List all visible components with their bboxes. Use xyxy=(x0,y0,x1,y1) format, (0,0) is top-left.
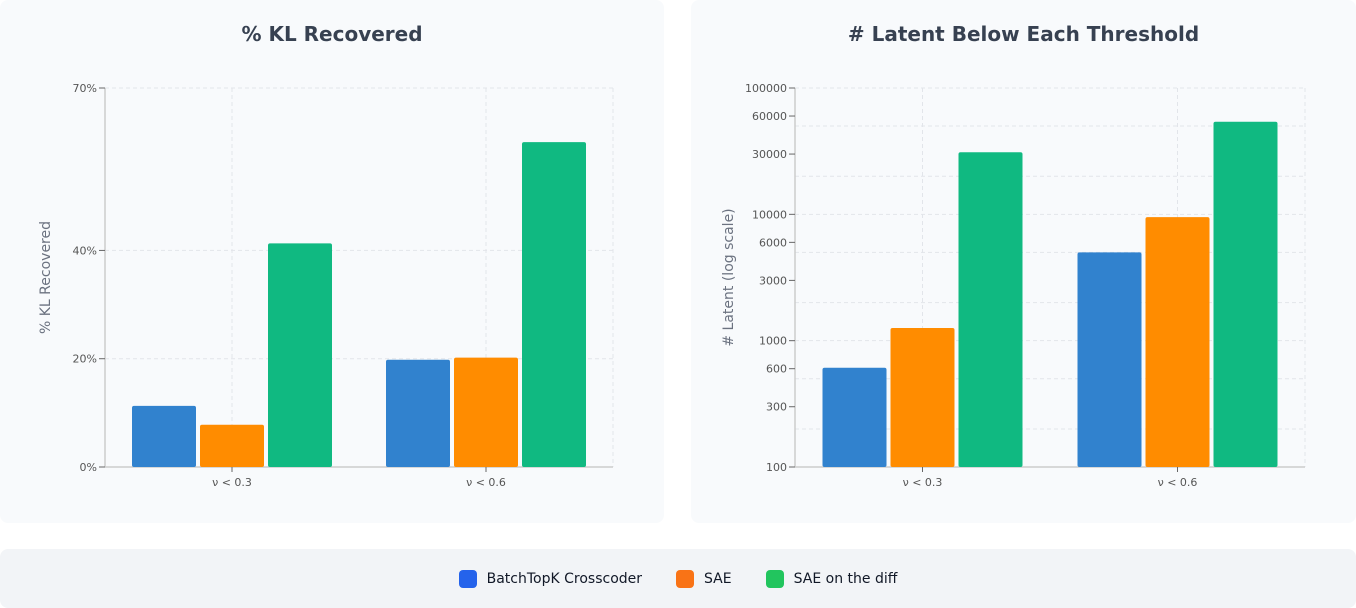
legend: BatchTopK Crosscoder SAE SAE on the diff xyxy=(0,549,1356,608)
y-axis-title: % KL Recovered xyxy=(38,221,54,334)
bar xyxy=(1213,121,1278,467)
y-tick-label: 3000 xyxy=(759,274,787,287)
y-tick-label: 100 xyxy=(766,461,787,474)
chart-title: # Latent Below Each Threshold xyxy=(847,22,1200,46)
bar xyxy=(386,359,450,467)
y-tick-label: 6000 xyxy=(759,236,787,249)
y-tick-label: 0% xyxy=(80,461,97,474)
bar xyxy=(200,424,264,467)
latent-count-chart: 100 300 600 1000 3000 6000 10000 30000 60000 1000… xyxy=(721,82,1306,489)
bar xyxy=(958,152,1023,467)
x-tick-label: ν < 0.6 xyxy=(1158,476,1198,489)
bar xyxy=(890,327,955,467)
x-tick-label: ν < 0.3 xyxy=(212,476,252,489)
y-tick-label: 1000 xyxy=(759,335,787,348)
latent-count-chart-panel: # Latent Below Each Threshold 100 300 600 1… xyxy=(691,0,1356,523)
chart-title: % KL Recovered xyxy=(241,22,423,46)
y-tick-label: 70% xyxy=(73,82,97,95)
legend-item-sae-diff[interactable]: SAE on the diff xyxy=(765,569,898,588)
x-tick-label: ν < 0.3 xyxy=(903,476,943,489)
legend-item-sae[interactable]: SAE xyxy=(676,569,732,588)
bar xyxy=(268,243,332,467)
bar xyxy=(1077,252,1142,467)
x-tick-label: ν < 0.6 xyxy=(466,476,506,489)
legend-swatch xyxy=(765,569,784,588)
y-tick-label: 20% xyxy=(73,353,97,366)
bar xyxy=(822,367,887,467)
y-tick-label: 100000 xyxy=(745,82,787,95)
legend-swatch xyxy=(676,569,695,588)
bar xyxy=(522,142,586,467)
bar xyxy=(454,357,518,467)
y-tick-label: 40% xyxy=(73,244,97,257)
legend-swatch xyxy=(458,569,477,588)
kl-recovered-chart: 0% 20% 40% 70% ν < 0.3 ν < 0.6 % KL Recovered xyxy=(38,82,614,489)
legend-label: BatchTopK Crosscoder xyxy=(486,570,643,587)
y-axis-title: # Latent (log scale) xyxy=(721,208,737,346)
legend-label: SAE xyxy=(704,570,732,587)
bar xyxy=(132,405,196,467)
y-tick-label: 600 xyxy=(766,363,787,376)
y-tick-label: 300 xyxy=(766,401,787,414)
legend-item-crosscoder[interactable]: BatchTopK Crosscoder xyxy=(458,569,643,588)
y-tick-label: 60000 xyxy=(752,110,787,123)
y-tick-label: 10000 xyxy=(752,208,787,221)
kl-recovered-chart-panel: % KL Recovered 0% 20% 40% 70% ν < 0.3 ν < 0.6… xyxy=(0,0,664,523)
bar xyxy=(1145,217,1210,467)
legend-label: SAE on the diff xyxy=(793,570,898,587)
y-tick-label: 30000 xyxy=(752,148,787,161)
